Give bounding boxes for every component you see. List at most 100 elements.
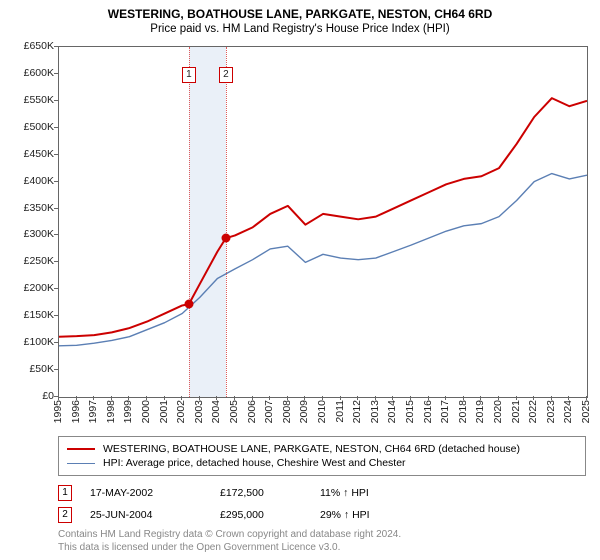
legend-box: WESTERING, BOATHOUSE LANE, PARKGATE, NES…: [58, 436, 586, 476]
x-axis-label: 2009: [298, 400, 310, 423]
x-tick: [480, 396, 481, 400]
y-tick: [54, 315, 58, 316]
footer-line-2: This data is licensed under the Open Gov…: [58, 541, 586, 554]
legend-label: HPI: Average price, detached house, Ches…: [103, 457, 406, 469]
sales-idx: 1: [58, 485, 72, 501]
y-axis-label: £300K: [4, 228, 54, 240]
x-tick: [146, 396, 147, 400]
y-tick: [54, 342, 58, 343]
x-axis-label: 2024: [562, 400, 574, 423]
x-tick: [93, 396, 94, 400]
y-tick: [54, 234, 58, 235]
series-property: [59, 98, 587, 337]
x-axis-label: 2002: [175, 400, 187, 423]
x-axis-label: 2013: [369, 400, 381, 423]
x-axis-label: 1999: [122, 400, 134, 423]
y-tick: [54, 181, 58, 182]
x-tick: [410, 396, 411, 400]
x-axis-label: 2017: [439, 400, 451, 423]
sales-pct: 29% ↑ HPI: [320, 509, 440, 521]
y-axis-label: £500K: [4, 121, 54, 133]
x-axis-label: 1997: [87, 400, 99, 423]
legend-row: HPI: Average price, detached house, Ches…: [67, 456, 577, 470]
y-axis-label: £400K: [4, 175, 54, 187]
sales-row: 117-MAY-2002£172,50011% ↑ HPI: [58, 482, 586, 504]
y-axis-label: £600K: [4, 67, 54, 79]
x-tick: [269, 396, 270, 400]
y-tick: [54, 127, 58, 128]
x-axis-label: 2019: [474, 400, 486, 423]
x-axis-label: 2022: [527, 400, 539, 423]
x-tick: [375, 396, 376, 400]
y-axis-label: £350K: [4, 202, 54, 214]
x-tick: [568, 396, 569, 400]
sale-point: [184, 300, 193, 309]
y-axis-label: £450K: [4, 148, 54, 160]
sales-price: £172,500: [220, 487, 320, 499]
x-axis-label: 2008: [281, 400, 293, 423]
sale-marker-label: 2: [219, 67, 233, 83]
x-axis-label: 2004: [210, 400, 222, 423]
x-tick: [463, 396, 464, 400]
chart-title: WESTERING, BOATHOUSE LANE, PARKGATE, NES…: [0, 6, 600, 22]
x-tick: [181, 396, 182, 400]
y-tick: [54, 46, 58, 47]
sale-vline: [226, 47, 227, 397]
y-tick: [54, 100, 58, 101]
line-layer: [59, 47, 587, 397]
y-axis-label: £50K: [4, 363, 54, 375]
x-tick: [164, 396, 165, 400]
legend-row: WESTERING, BOATHOUSE LANE, PARKGATE, NES…: [67, 442, 577, 456]
x-tick: [445, 396, 446, 400]
x-axis-label: 2015: [404, 400, 416, 423]
x-tick: [252, 396, 253, 400]
x-axis-label: 2020: [492, 400, 504, 423]
x-axis-label: 2016: [422, 400, 434, 423]
x-tick: [199, 396, 200, 400]
x-tick: [340, 396, 341, 400]
sales-date: 25-JUN-2004: [90, 509, 220, 521]
x-axis-label: 1998: [105, 400, 117, 423]
x-axis-label: 2023: [545, 400, 557, 423]
footer-attribution: Contains HM Land Registry data © Crown c…: [58, 528, 586, 554]
x-axis-label: 2005: [228, 400, 240, 423]
y-axis-label: £250K: [4, 255, 54, 267]
sales-date: 17-MAY-2002: [90, 487, 220, 499]
chart-container: WESTERING, BOATHOUSE LANE, PARKGATE, NES…: [0, 0, 600, 560]
x-axis-label: 1996: [70, 400, 82, 423]
x-tick: [128, 396, 129, 400]
sale-vline: [189, 47, 190, 397]
sales-idx: 2: [58, 507, 72, 523]
x-tick: [322, 396, 323, 400]
y-axis-label: £100K: [4, 336, 54, 348]
x-tick: [76, 396, 77, 400]
x-tick: [287, 396, 288, 400]
footer-line-1: Contains HM Land Registry data © Crown c…: [58, 528, 586, 541]
x-tick: [498, 396, 499, 400]
plot-area: 12: [58, 46, 588, 398]
x-tick: [304, 396, 305, 400]
x-axis-label: 2006: [246, 400, 258, 423]
x-tick: [216, 396, 217, 400]
x-tick: [357, 396, 358, 400]
x-tick: [392, 396, 393, 400]
x-axis-label: 2018: [457, 400, 469, 423]
legend-swatch: [67, 463, 95, 464]
sales-row: 2 25-JUN-2004£295,00029% ↑ HPI: [58, 504, 586, 526]
x-tick: [551, 396, 552, 400]
x-tick: [428, 396, 429, 400]
sales-table: 117-MAY-2002£172,50011% ↑ HPI225-JUN-200…: [58, 482, 586, 526]
x-axis-label: 2001: [158, 400, 170, 423]
sale-point: [221, 234, 230, 243]
title-block: WESTERING, BOATHOUSE LANE, PARKGATE, NES…: [0, 0, 600, 38]
legend-label: WESTERING, BOATHOUSE LANE, PARKGATE, NES…: [103, 443, 520, 455]
x-axis-label: 2000: [140, 400, 152, 423]
y-axis-label: £150K: [4, 309, 54, 321]
x-tick: [111, 396, 112, 400]
sales-price: £295,000: [220, 509, 320, 521]
x-tick: [516, 396, 517, 400]
x-axis-label: 1995: [52, 400, 64, 423]
y-axis-label: £0: [4, 390, 54, 402]
y-tick: [54, 369, 58, 370]
y-tick: [54, 73, 58, 74]
